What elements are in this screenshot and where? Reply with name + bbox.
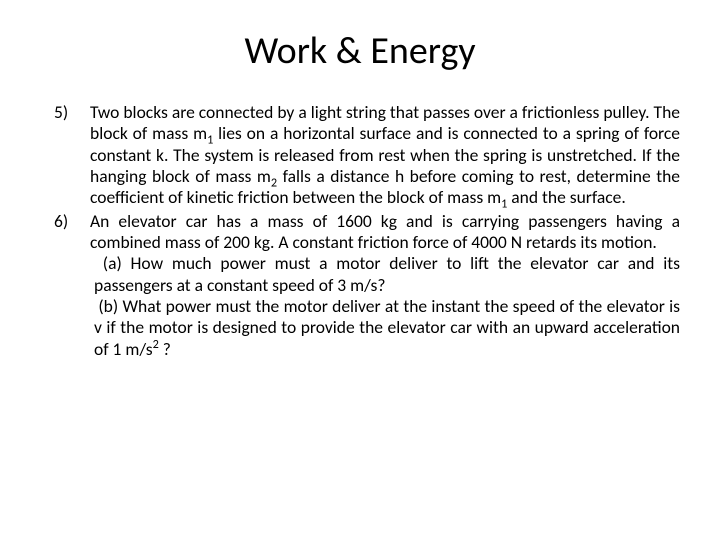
item-text: An elevator car has a mass of 1600 kg an… — [90, 210, 680, 253]
item-text: Two blocks are connected by a light stri… — [90, 101, 680, 208]
problem-list: 5) Two blocks are connected by a light s… — [40, 102, 680, 360]
page-title: Work & Energy — [40, 28, 680, 74]
list-item: 5) Two blocks are connected by a light s… — [90, 102, 680, 209]
item-number: 5) — [54, 102, 68, 123]
item-number: 6) — [54, 211, 68, 232]
subpart-text: (b) What power must the motor deliver at… — [94, 295, 680, 360]
item-subpart: (a) How much power must a motor deliver … — [90, 253, 680, 296]
list-item: 6) An elevator car has a mass of 1600 kg… — [90, 211, 680, 360]
item-subpart: (b) What power must the motor deliver at… — [90, 296, 680, 360]
